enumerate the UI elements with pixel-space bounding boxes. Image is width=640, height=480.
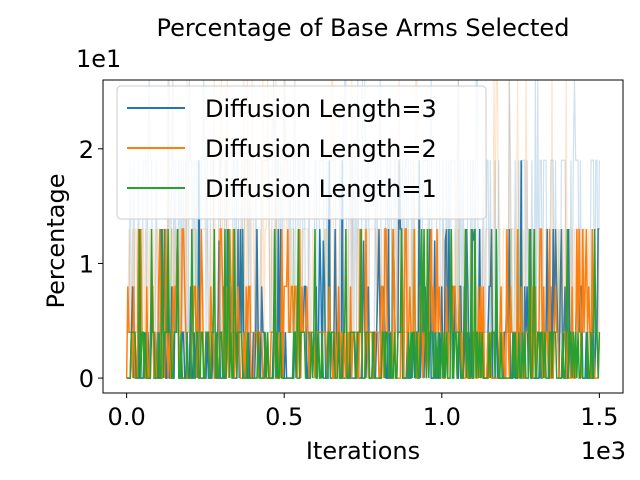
plot-frame — [102, 79, 624, 394]
legend: Diffusion Length=3 Diffusion Length=2 Diff… — [116, 85, 487, 220]
legend-item-1: Diffusion Length=3 — [127, 95, 437, 123]
legend-label: Diffusion Length=2 — [205, 135, 437, 163]
y-tick-label: 1 — [79, 250, 94, 278]
axes: 0.0 0.5 1.0 1.5 0 1 2 — [79, 79, 624, 431]
chart-title: Percentage of Base Arms Selected — [157, 14, 570, 42]
series-3-line — [126, 229, 601, 379]
y-tick-label: 2 — [79, 136, 94, 164]
y-offset-label: 1e1 — [76, 45, 121, 73]
series-3 — [126, 228, 601, 379]
legend-box — [116, 85, 487, 220]
y-axis-label: Percentage — [42, 173, 70, 308]
x-tick-label: 0.5 — [265, 403, 303, 431]
x-tick-label: 1.5 — [580, 403, 618, 431]
legend-item-3: Diffusion Length=1 — [127, 175, 437, 203]
x-tick-label: 1.0 — [423, 403, 461, 431]
plot-area — [125, 80, 601, 379]
legend-label: Diffusion Length=3 — [205, 95, 437, 123]
legend-label: Diffusion Length=1 — [205, 175, 437, 203]
x-tick-label: 0.0 — [108, 403, 146, 431]
x-offset-label: 1e3 — [581, 437, 626, 465]
legend-item-2: Diffusion Length=2 — [127, 135, 437, 163]
x-axis-label: Iterations — [306, 437, 420, 465]
y-tick-label: 0 — [79, 365, 94, 393]
